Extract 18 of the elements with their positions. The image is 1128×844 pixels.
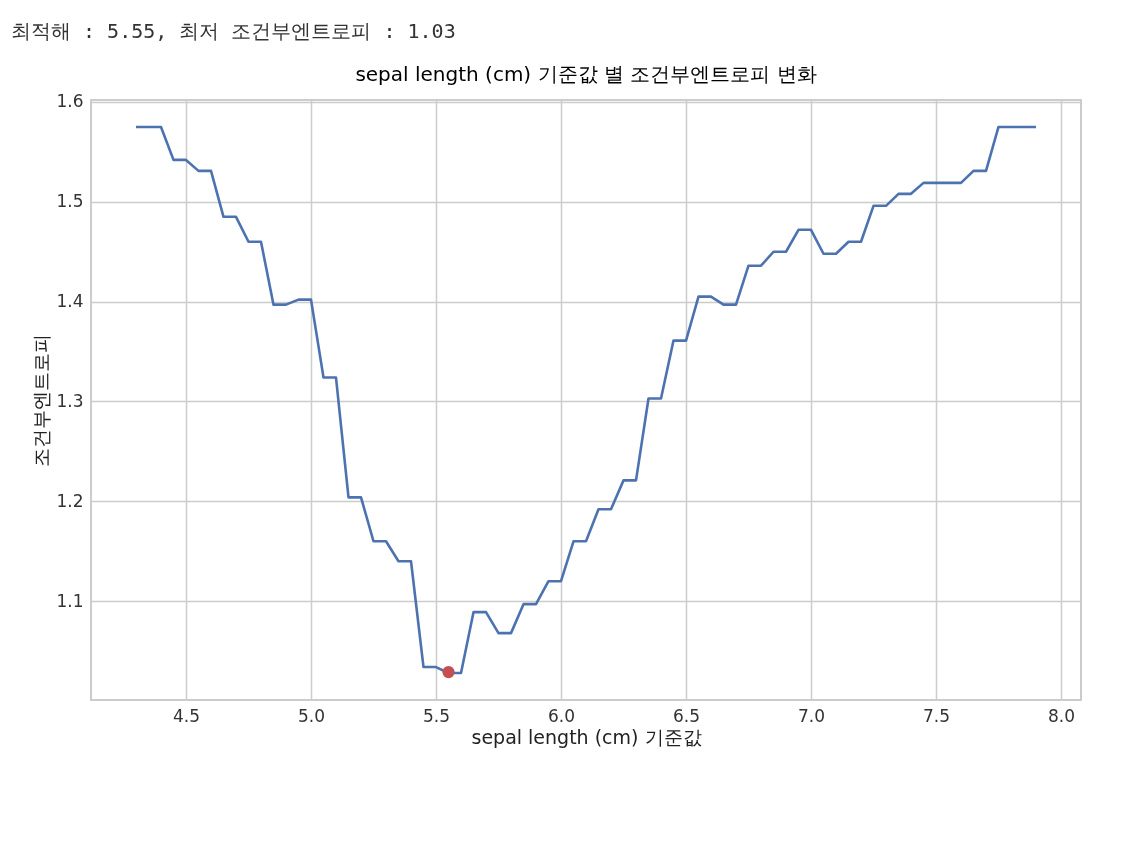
x-tick-label: 7.0 — [797, 705, 826, 726]
y-axis-title: 조건부엔트로피 — [30, 334, 53, 467]
y-tick-label: 1.4 — [56, 291, 84, 312]
x-tick-label: 6.5 — [672, 705, 701, 726]
chart-title: sepal length (cm) 기준값 별 조건부엔트로피 변화 — [355, 62, 817, 86]
y-tick-label: 1.5 — [56, 191, 84, 212]
x-tick-label: 7.5 — [922, 705, 951, 726]
x-tick-label: 5.0 — [297, 705, 326, 726]
x-tick-label: 8.0 — [1047, 705, 1076, 726]
text: 최적해 : 5.55, 최저 조건부엔트로피 : 1.03 — [11, 19, 456, 43]
x-axis-title: sepal length (cm) 기준값 — [471, 725, 702, 748]
y-tick-label: 1.3 — [56, 391, 84, 411]
x-tick-label: 6.0 — [547, 705, 576, 726]
y-tick-label: 1.6 — [56, 91, 84, 112]
x-tick-label: 5.5 — [422, 705, 451, 726]
x-tick-label: 4.5 — [172, 705, 201, 726]
y-tick-label: 1.2 — [56, 490, 84, 511]
y-tick-label: 1.1 — [56, 590, 84, 611]
